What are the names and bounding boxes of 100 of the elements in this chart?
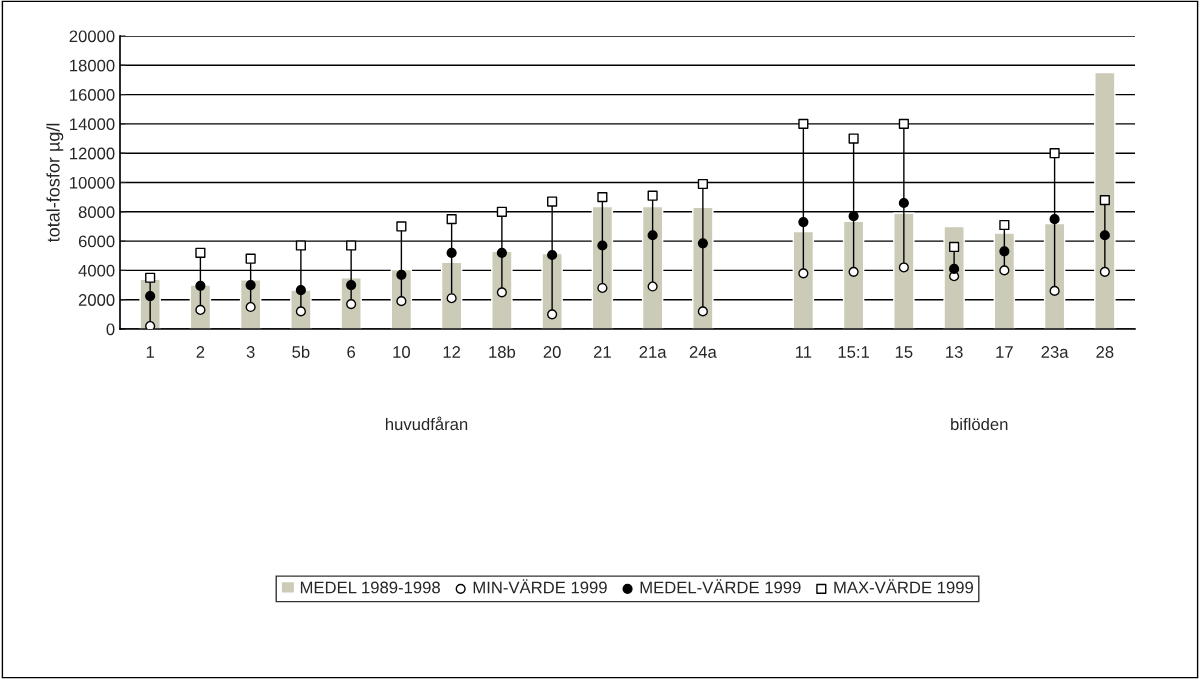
point <box>1049 148 1060 159</box>
point <box>798 118 809 129</box>
y-tick-label: 20000 <box>69 30 115 43</box>
y-tick-label: 12000 <box>70 147 115 160</box>
point <box>1099 266 1110 277</box>
x-tick-label: 12 <box>443 346 461 358</box>
point <box>547 309 558 320</box>
point <box>848 266 859 277</box>
point <box>999 219 1010 231</box>
bar <box>591 205 614 329</box>
x-tick-label: 6 <box>347 346 356 358</box>
text: biflöden <box>951 417 1008 431</box>
point <box>647 281 658 292</box>
point <box>145 320 156 329</box>
point <box>898 197 909 209</box>
x-tick-label: 1 <box>146 346 154 358</box>
point <box>647 190 658 201</box>
point <box>848 133 859 144</box>
x-tick-label: 20 <box>543 346 561 358</box>
point <box>295 240 306 251</box>
point <box>496 206 507 217</box>
point <box>898 118 909 129</box>
bar <box>1094 71 1116 329</box>
y-tick-label: 6000 <box>78 235 115 248</box>
point <box>597 192 608 203</box>
x-tick-label: 2 <box>196 346 205 358</box>
y-tick-label: 14000 <box>70 118 115 131</box>
point <box>346 240 357 251</box>
x-tick-label: 17 <box>996 346 1013 358</box>
x-tick-label: 11 <box>795 346 812 358</box>
point <box>798 216 809 228</box>
legend-label: MEDEL-VÄRDE 1999 <box>640 579 801 594</box>
x-tick-label: 21 <box>593 346 611 358</box>
y-axis-title: total-fosfor µg/l <box>46 123 64 243</box>
point <box>999 246 1010 257</box>
bar <box>842 220 865 329</box>
point <box>697 178 708 190</box>
text: huvudfåran <box>385 416 468 431</box>
x-tick-label: 24a <box>689 346 717 358</box>
x-tick-label: 5b <box>292 345 310 358</box>
x-tick-label: 3 <box>246 346 255 358</box>
x-tick-label: 15 <box>895 346 913 358</box>
point <box>1099 230 1110 241</box>
bar <box>641 205 664 329</box>
bar <box>440 261 463 329</box>
point <box>295 285 306 296</box>
point <box>597 282 608 294</box>
point <box>697 306 708 317</box>
point <box>446 247 457 258</box>
y-tick-label: 4000 <box>78 264 115 277</box>
x-tick-label: 23a <box>1041 346 1069 358</box>
y-tick-label: 18000 <box>70 59 115 72</box>
point <box>145 290 156 302</box>
point <box>999 265 1010 276</box>
point <box>547 249 558 261</box>
point <box>547 196 558 207</box>
point <box>898 262 909 273</box>
y-tick-label: 2000 <box>78 294 115 306</box>
point <box>245 301 256 313</box>
x-tick-label: 18b <box>489 345 516 358</box>
y-tick-label: 0 <box>106 323 115 336</box>
point <box>949 241 960 253</box>
point <box>647 230 658 241</box>
point <box>1099 194 1110 206</box>
point <box>1049 214 1060 225</box>
point <box>396 221 407 232</box>
y-tick-label: 10000 <box>70 176 115 189</box>
point <box>1049 285 1060 296</box>
bar <box>1043 222 1066 329</box>
point <box>496 287 507 298</box>
point <box>798 268 809 279</box>
point <box>446 293 457 304</box>
point <box>195 280 206 291</box>
x-tick-label: 10 <box>393 346 410 358</box>
bar <box>792 230 815 329</box>
y-tick-label: 16000 <box>70 89 115 101</box>
point <box>245 253 256 264</box>
point <box>145 272 156 283</box>
point <box>446 214 457 225</box>
x-tick-label: 21a <box>639 346 667 358</box>
point <box>195 247 206 258</box>
x-tick-label: 15:1 <box>838 346 870 358</box>
point <box>496 247 507 258</box>
point <box>346 299 357 310</box>
legend-label: MIN-VÄRDE 1999 <box>473 579 607 594</box>
legend-label: MAX-VÄRDE 1999 <box>834 579 973 594</box>
point <box>396 296 407 307</box>
point <box>245 279 256 291</box>
bar <box>993 232 1016 329</box>
point <box>697 238 708 249</box>
point <box>848 211 859 222</box>
y-tick-label: 8000 <box>78 206 115 218</box>
point <box>396 269 407 280</box>
point <box>346 279 357 291</box>
point <box>597 240 608 251</box>
legend-label: MEDEL 1989-1998 <box>300 581 440 594</box>
x-tick-label: 28 <box>1096 346 1114 358</box>
bar <box>893 212 915 329</box>
x-tick-label: 13 <box>946 346 963 358</box>
point <box>949 263 960 275</box>
